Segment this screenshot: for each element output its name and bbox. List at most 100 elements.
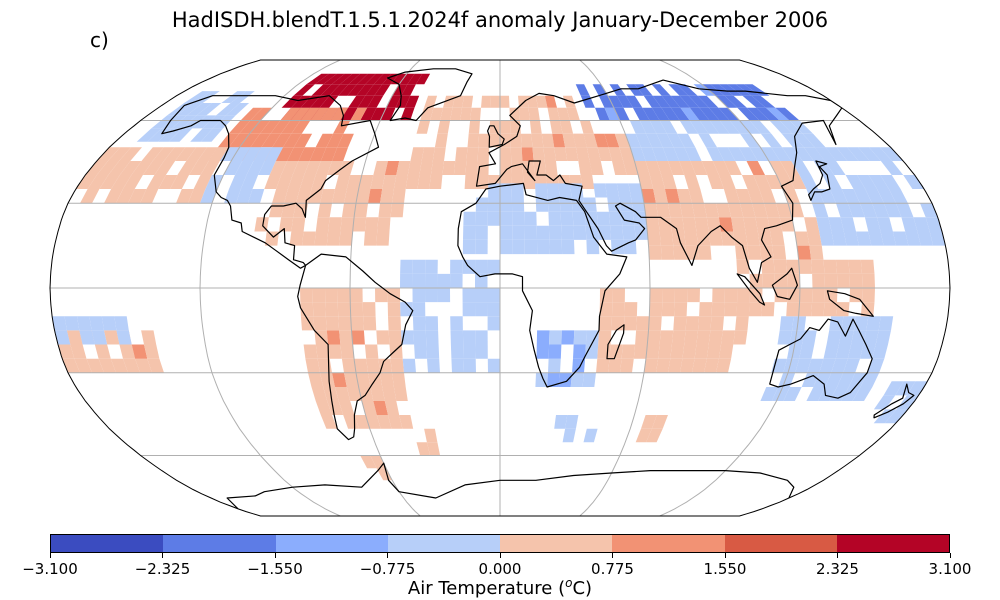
- anomaly-cell: [320, 84, 341, 96]
- anomaly-cell: [812, 273, 825, 288]
- anomaly-cell: [335, 175, 351, 189]
- anomaly-cell: [573, 225, 587, 240]
- anomaly-cell: [512, 239, 525, 255]
- anomaly-cell: [511, 161, 523, 175]
- anomaly-cell: [119, 161, 142, 175]
- anomaly-cell: [376, 231, 390, 246]
- anomaly-cell: [123, 358, 140, 373]
- anomaly-cell: [643, 95, 662, 108]
- anomaly-cell: [706, 147, 724, 161]
- anomaly-cell: [240, 107, 263, 121]
- anomaly-cell: [762, 273, 775, 288]
- anomaly-cell: [814, 147, 837, 161]
- anomaly-cell: [320, 415, 338, 429]
- anomaly-cell: [843, 231, 859, 246]
- anomaly-cell: [696, 231, 711, 246]
- anomaly-cell: [735, 245, 749, 260]
- anomaly-cell: [475, 302, 488, 317]
- anomaly-cell: [116, 330, 132, 345]
- coastline-north-america: [161, 95, 380, 269]
- anomaly-cell: [707, 175, 724, 189]
- anomaly-cell: [848, 203, 865, 218]
- anomaly-cell: [823, 259, 837, 274]
- anomaly-cell: [813, 372, 832, 387]
- anomaly-cell: [673, 147, 691, 161]
- anomaly-cell: [332, 189, 347, 204]
- anomaly-cell: [649, 175, 665, 189]
- anomaly-cell: [415, 73, 431, 85]
- anomaly-cell: [300, 316, 315, 331]
- anomaly-cell: [287, 147, 305, 161]
- anomaly-cell: [670, 217, 685, 232]
- anomaly-cell: [634, 161, 650, 175]
- anomaly-cell: [386, 95, 402, 108]
- anomaly-cell: [860, 259, 875, 274]
- anomaly-cell: [737, 288, 750, 303]
- anomaly-cell: [658, 344, 672, 359]
- anomaly-cell: [756, 107, 780, 121]
- anomaly-cell: [300, 302, 314, 317]
- anomaly-cell: [625, 95, 643, 108]
- anomaly-cell: [393, 175, 408, 189]
- anomaly-cell: [619, 147, 635, 161]
- anomaly-cell: [377, 217, 391, 232]
- anomaly-cell: [365, 84, 383, 96]
- anomaly-cell: [451, 358, 464, 373]
- anomaly-cell: [771, 147, 792, 161]
- anomaly-cell: [246, 161, 265, 175]
- anomaly-cell: [644, 358, 659, 373]
- anomaly-cell: [879, 147, 904, 161]
- anomaly-cell: [460, 107, 472, 121]
- anomaly-cell: [284, 189, 300, 204]
- anomaly-cell: [860, 344, 876, 359]
- anomaly-cell: [788, 175, 807, 189]
- anomaly-cell: [692, 203, 707, 218]
- anomaly-cell: [585, 330, 599, 345]
- anomaly-cell: [639, 120, 657, 134]
- anomaly-cell: [332, 372, 347, 387]
- anomaly-cell: [829, 189, 848, 204]
- anomaly-cell: [583, 197, 597, 212]
- anomaly-cell: [767, 217, 783, 232]
- anomaly-cell: [679, 120, 699, 134]
- anomaly-cell: [737, 107, 760, 121]
- coastline-south-america: [297, 253, 414, 441]
- anomaly-cell: [98, 358, 116, 373]
- anomaly-cell: [792, 133, 815, 148]
- anomaly-cell: [917, 231, 934, 246]
- anomaly-cell: [717, 147, 736, 161]
- anomaly-cell: [626, 84, 644, 96]
- anomaly-cell: [236, 189, 253, 204]
- anomaly-cell: [339, 231, 353, 246]
- anomaly-cell: [860, 203, 877, 218]
- anomaly-cell: [641, 415, 657, 429]
- anomaly-cell: [765, 107, 790, 121]
- anomaly-cell: [575, 147, 590, 161]
- anomaly-cell: [798, 302, 813, 317]
- coastline-indonesia-borneo: [771, 267, 798, 300]
- anomaly-cell: [119, 147, 142, 161]
- anomaly-cell: [70, 344, 87, 359]
- coastline-japan: [808, 160, 831, 201]
- anomaly-cell: [779, 120, 803, 134]
- anomaly-cell: [304, 161, 321, 175]
- anomaly-cell: [611, 239, 625, 255]
- anomaly-cell: [400, 273, 413, 288]
- anomaly-cell: [250, 107, 273, 121]
- anomaly-cell: [360, 455, 377, 469]
- anomaly-cell: [541, 133, 555, 148]
- anomaly-cell: [592, 84, 608, 96]
- anomaly-cell: [141, 147, 164, 161]
- colorbar-bin: [275, 535, 388, 552]
- anomaly-cell: [399, 415, 414, 429]
- anomaly-cell: [872, 344, 888, 359]
- anomaly-cell: [231, 147, 251, 161]
- anomaly-cell: [171, 115, 197, 129]
- anomaly-cell: [413, 330, 427, 345]
- anomaly-cell: [341, 203, 356, 218]
- anomaly-cell: [338, 84, 357, 96]
- anomaly-cell: [811, 259, 825, 274]
- anomaly-cell: [544, 161, 558, 175]
- anomaly-cell: [826, 330, 842, 345]
- anomaly-cell: [662, 147, 680, 161]
